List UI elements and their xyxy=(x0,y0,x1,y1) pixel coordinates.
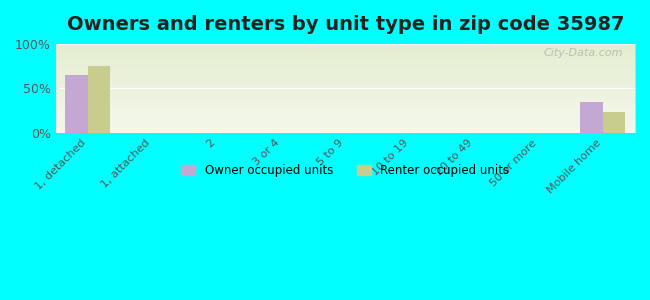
Text: City-Data.com: City-Data.com xyxy=(544,48,623,58)
Bar xyxy=(66,75,88,133)
Bar xyxy=(88,66,110,133)
Bar xyxy=(603,112,625,133)
Bar xyxy=(580,102,603,133)
Title: Owners and renters by unit type in zip code 35987: Owners and renters by unit type in zip c… xyxy=(66,15,624,34)
Legend: Owner occupied units, Renter occupied units: Owner occupied units, Renter occupied un… xyxy=(177,159,514,182)
